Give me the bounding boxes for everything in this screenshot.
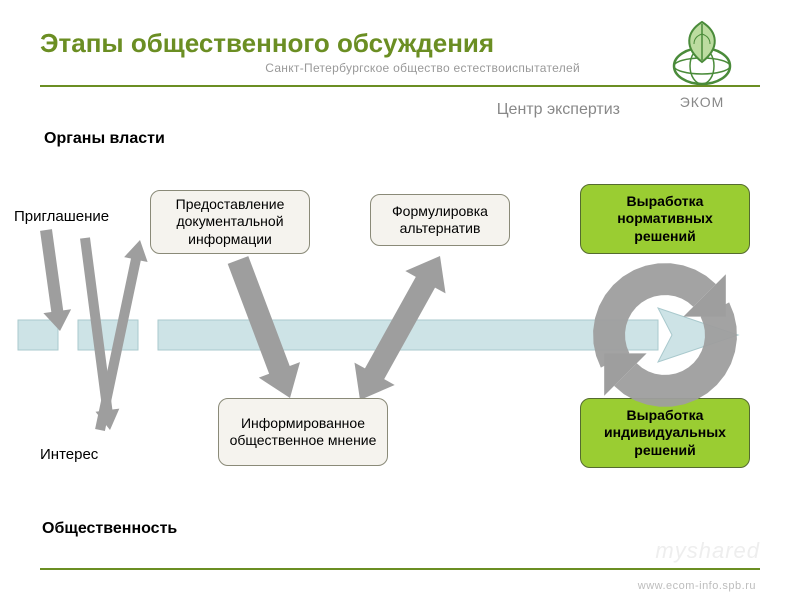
box-individual-decisions: Выработка индивидуальных решений bbox=[580, 398, 750, 468]
center-name: Центр экспертиз bbox=[0, 101, 620, 119]
footer-url: www.ecom-info.spb.ru bbox=[638, 580, 756, 592]
label-public: Общественность bbox=[42, 520, 177, 538]
box-normative-decisions: Выработка нормативных решений bbox=[580, 184, 750, 254]
box-documentation: Предоставление документальной информации bbox=[150, 190, 310, 254]
org-name: Санкт-Петербургское общество естествоисп… bbox=[40, 61, 580, 75]
leaf-globe-icon bbox=[658, 18, 746, 92]
label-authorities: Органы власти bbox=[44, 130, 165, 148]
logo: ЭКОМ bbox=[642, 18, 762, 110]
box-alternatives: Формулировка альтернатив bbox=[370, 194, 510, 246]
logo-text: ЭКОМ bbox=[642, 94, 762, 110]
divider-bottom bbox=[40, 568, 760, 570]
watermark: myshared bbox=[655, 538, 760, 564]
stages-diagram: Органы власти Общественность Приглашение… bbox=[0, 160, 800, 520]
box-informed-opinion: Информированное общественное мнение bbox=[218, 398, 388, 466]
